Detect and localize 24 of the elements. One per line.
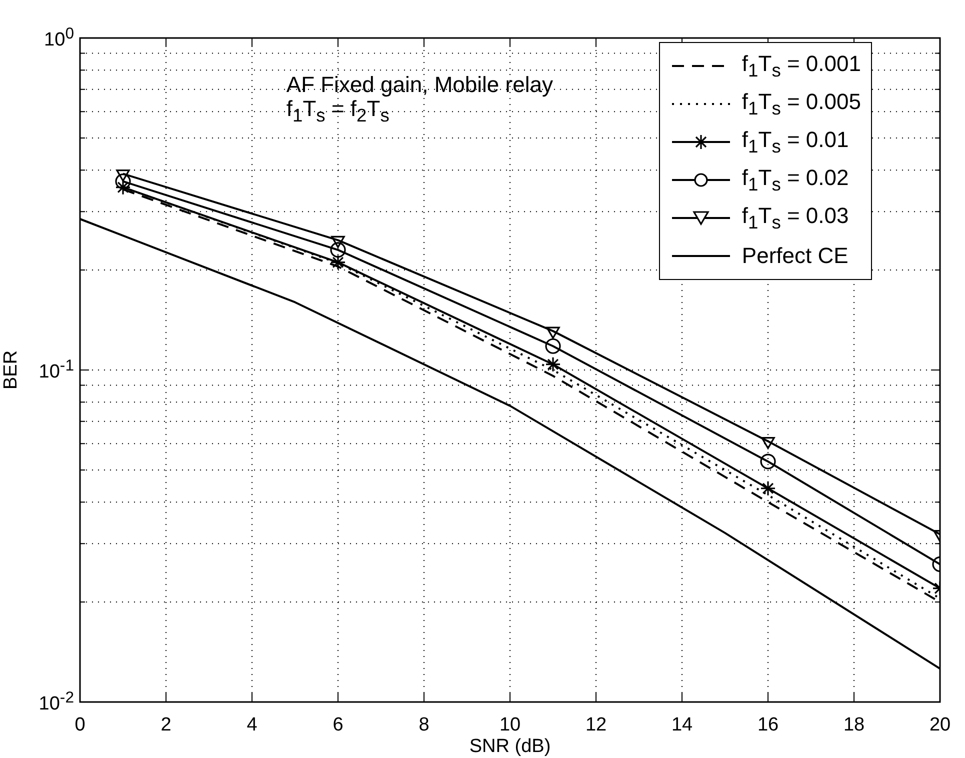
x-axis-title: SNR (dB) <box>469 736 551 757</box>
y-axis-title: BER <box>0 350 22 390</box>
y-tick-label: 10$^{0}$ <box>44 25 74 51</box>
x-tick-label: 16 <box>757 714 779 736</box>
legend-label: f$_{1}$T$_{s}$ = 0.005 <box>742 89 861 119</box>
x-tick-label: 14 <box>671 714 693 736</box>
legend-label: f$_{1}$T$_{s}$ = 0.01 <box>742 127 849 157</box>
x-tick-label: 0 <box>74 714 86 736</box>
legend-label: f$_{1}$T$_{s}$ = 0.03 <box>742 203 849 233</box>
annotation: AF Fixed gain, Mobile relay <box>286 72 553 98</box>
x-tick-label: 18 <box>843 714 865 736</box>
legend-label: Perfect CE <box>742 243 848 268</box>
x-tick-label: 6 <box>332 714 344 736</box>
x-tick-label: 4 <box>246 714 258 736</box>
legend-label: f$_{1}$T$_{s}$ = 0.02 <box>742 165 849 195</box>
x-tick-label: 8 <box>418 714 430 736</box>
annotation: f$_{1}$T$_{s}$ = f$_{2}$T$_{s}$ <box>286 96 390 126</box>
legend-label: f$_{1}$T$_{s}$ = 0.001 <box>742 51 861 81</box>
x-tick-label: 12 <box>585 714 607 736</box>
y-tick-label: 10$^{-2}$ <box>38 689 74 715</box>
x-tick-label: 10 <box>499 714 521 736</box>
x-tick-label: 20 <box>929 714 951 736</box>
x-tick-label: 2 <box>160 714 172 736</box>
y-tick-label: 10$^{-1}$ <box>38 357 74 383</box>
